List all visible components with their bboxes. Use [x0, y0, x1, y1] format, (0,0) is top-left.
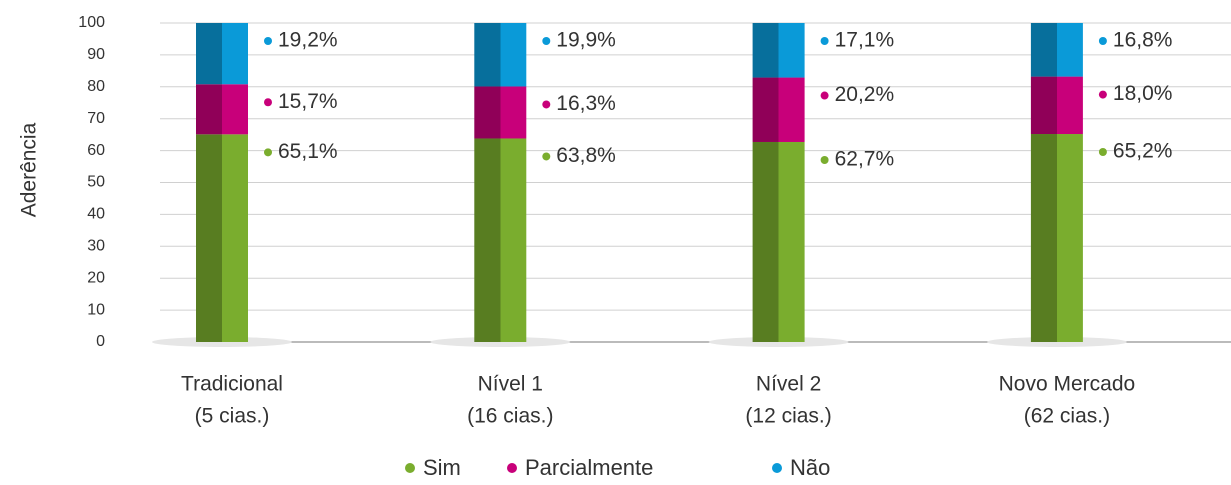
x-tick-label: Nível 1 — [478, 373, 543, 396]
y-tick-label: 60 — [87, 142, 105, 159]
value-label-dot — [542, 37, 551, 45]
value-label: 62,7% — [835, 148, 895, 171]
bar-segment — [196, 134, 248, 342]
y-tick-label: 0 — [96, 333, 105, 350]
legend-label: Parcialmente — [525, 455, 653, 480]
x-tick-label: Tradicional — [181, 373, 283, 396]
value-label: 20,2% — [835, 83, 895, 106]
legend-label: Sim — [423, 455, 461, 480]
bar-segment — [1030, 23, 1083, 77]
value-label-dot — [264, 148, 272, 157]
value-label: 19,9% — [556, 29, 616, 52]
value-label: 19,2% — [278, 29, 338, 52]
y-tick-label: 50 — [87, 174, 105, 191]
bar-segment — [752, 77, 805, 142]
legend-dot — [772, 463, 782, 473]
bar-segment — [752, 23, 805, 78]
y-tick-label: 40 — [87, 206, 105, 223]
value-label: 65,1% — [278, 140, 338, 163]
value-label: 18,0% — [1113, 82, 1173, 105]
x-tick-label: Nível 2 — [756, 373, 821, 396]
value-label: 15,7% — [278, 90, 338, 113]
bar-segment — [752, 141, 805, 342]
legend-label: Não — [790, 455, 830, 480]
value-label: 65,2% — [1113, 140, 1173, 163]
value-label-dot — [820, 155, 829, 164]
bar-segment — [1030, 134, 1083, 342]
value-label-dot — [820, 37, 829, 45]
y-tick-label: 80 — [87, 78, 105, 95]
value-label-dot — [542, 152, 551, 161]
bar-segment — [474, 86, 527, 139]
value-label: 16,8% — [1113, 29, 1173, 52]
bar-segment — [196, 84, 248, 135]
value-label-dot — [264, 98, 272, 107]
bar-segment — [474, 23, 527, 87]
bar-segment — [474, 138, 527, 342]
y-tick-label: 100 — [78, 14, 105, 31]
y-tick-label: 90 — [87, 46, 105, 63]
x-tick-label: (16 cias.) — [467, 405, 553, 428]
y-tick-label: 70 — [87, 110, 105, 127]
value-label-dot — [264, 37, 272, 45]
value-label: 16,3% — [556, 92, 616, 115]
bar-segment — [196, 23, 248, 85]
x-tick-label: Novo Mercado — [999, 373, 1136, 396]
y-tick-label: 30 — [87, 238, 105, 255]
value-label-dot — [820, 91, 829, 100]
value-label: 17,1% — [835, 29, 895, 52]
x-tick-label: (5 cias.) — [195, 405, 270, 428]
value-label-dot — [542, 100, 551, 109]
y-tick-label: 20 — [87, 269, 105, 286]
value-label-dot — [1098, 37, 1107, 45]
bar-segment — [1030, 76, 1083, 135]
value-label-dot — [1098, 90, 1107, 99]
x-tick-label: (62 cias.) — [1024, 405, 1110, 428]
value-label: 63,8% — [556, 144, 616, 167]
value-label-dot — [1098, 148, 1107, 157]
legend-dot — [405, 463, 415, 473]
x-tick-label: (12 cias.) — [745, 405, 831, 428]
y-axis-label: Aderência — [18, 122, 41, 217]
legend-dot — [507, 463, 517, 473]
y-tick-label: 10 — [87, 301, 105, 318]
